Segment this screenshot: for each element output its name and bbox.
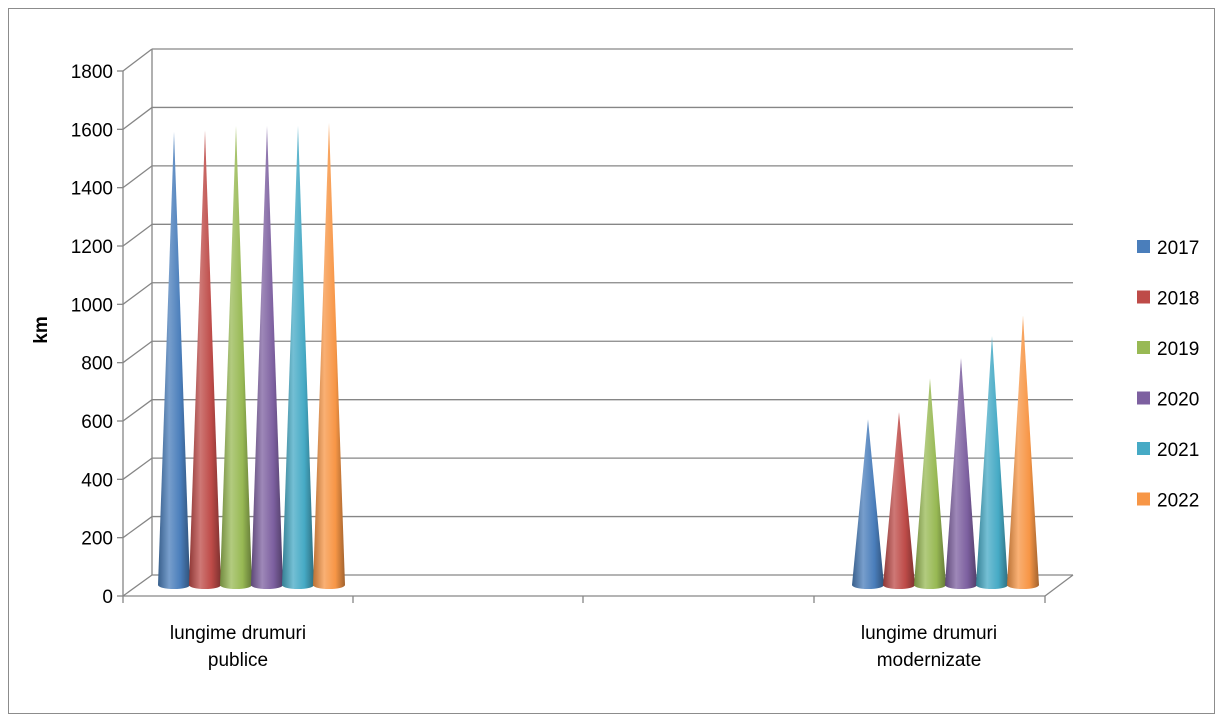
gridline-connector xyxy=(122,340,153,364)
y-tick-label: 1600 xyxy=(71,120,113,141)
y-tick-label: 600 xyxy=(81,412,113,433)
y-axis-title: km xyxy=(31,316,52,343)
legend-swatch xyxy=(1137,240,1150,253)
y-tick-label: 1000 xyxy=(71,295,113,316)
legend-swatch xyxy=(1137,492,1150,506)
cone-bar xyxy=(883,411,915,589)
y-tick-label: 0 xyxy=(102,587,113,608)
cone-bar xyxy=(282,125,314,590)
legend-label: 2018 xyxy=(1157,289,1199,310)
y-tick-label: 1800 xyxy=(71,62,113,83)
labels: 0 200 400 600 800 1000 1200 1400 1600 1800 km lungi… xyxy=(31,62,997,671)
gridline-connector xyxy=(122,457,153,480)
y-tick-label: 200 xyxy=(81,529,113,550)
cone-bar xyxy=(852,419,884,589)
y-tick-label: 1400 xyxy=(71,179,113,200)
gridline-connector xyxy=(122,282,153,305)
legend-label: 2020 xyxy=(1157,390,1199,411)
cone-bar xyxy=(220,125,252,590)
axes xyxy=(117,70,1046,603)
x-category-label: modernizate xyxy=(877,650,982,671)
gridline-connector xyxy=(122,48,153,72)
y-tick-label: 1200 xyxy=(71,237,113,258)
bars xyxy=(158,122,1039,590)
cone-bar xyxy=(914,378,946,589)
legend-swatch xyxy=(1137,290,1150,304)
gridline-connector xyxy=(122,574,153,597)
gridline-connector xyxy=(122,223,153,247)
chart-frame xyxy=(8,8,1215,714)
legend: 2017 2018 2019 2020 2021 2022 xyxy=(1137,238,1199,512)
legend-swatch xyxy=(1137,341,1150,354)
cone-bar xyxy=(189,130,221,589)
floor-right-edge xyxy=(1044,574,1074,597)
legend-label: 2022 xyxy=(1157,491,1199,512)
cone-bar xyxy=(158,131,190,589)
legend-label: 2021 xyxy=(1157,440,1199,461)
x-category-label: lungime drumuri xyxy=(170,623,306,644)
gridline-connector xyxy=(122,106,153,130)
cone-bar xyxy=(313,122,345,589)
legend-swatch xyxy=(1137,442,1150,455)
legend-swatch xyxy=(1137,391,1150,405)
gridline-connector xyxy=(122,516,153,539)
legend-label: 2017 xyxy=(1157,238,1199,259)
legend-label: 2019 xyxy=(1157,339,1199,360)
cone-bar xyxy=(945,357,977,589)
x-category-label: publice xyxy=(208,650,268,671)
cone-bar xyxy=(1007,315,1039,589)
gridline-connector xyxy=(122,165,153,189)
x-category-label: lungime drumuri xyxy=(861,623,997,644)
gridline-connector xyxy=(122,399,153,422)
cone-bar xyxy=(251,125,283,590)
y-tick-label: 400 xyxy=(81,470,113,491)
y-tick-label: 800 xyxy=(81,354,113,375)
cone-bar xyxy=(976,336,1008,589)
